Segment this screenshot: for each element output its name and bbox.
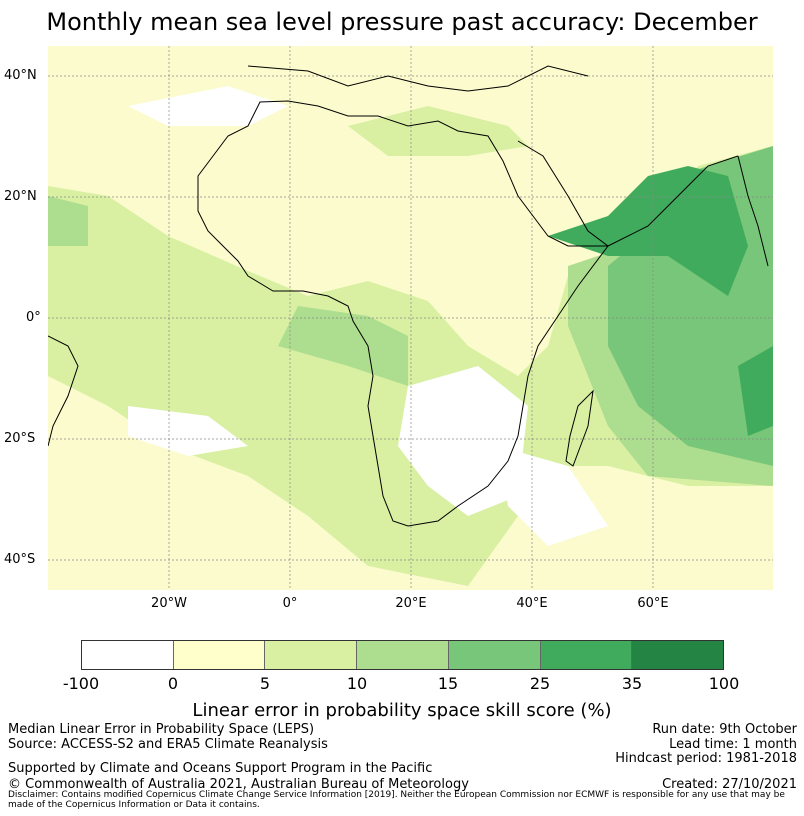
colorbar-segment (357, 641, 449, 669)
footer-leps: Median Linear Error in Probability Space… (8, 722, 315, 737)
colorbar-tick: 100 (708, 674, 740, 693)
colorbar-segment (632, 641, 724, 669)
lon-label-60e: 60°E (637, 596, 669, 611)
map-title: Monthly mean sea level pressure past acc… (46, 8, 758, 36)
colorbar-label: Linear error in probability space skill … (192, 700, 612, 721)
disclaimer: Disclaimer: Contains modified Copernicus… (8, 790, 785, 810)
footer-created: Created: 27/10/2021 (662, 777, 797, 792)
lat-label-20s: 20°S (4, 431, 36, 446)
gridlines (48, 46, 773, 590)
coastlines (48, 65, 769, 527)
colorbar-segment (82, 641, 174, 669)
map-canvas (48, 46, 773, 590)
footer-copyright: © Commonwealth of Australia 2021, Austra… (8, 777, 469, 792)
colorbar-segment (540, 641, 633, 669)
footer-lead-time: Lead time: 1 month (669, 737, 797, 752)
lat-label-40s: 40°S (4, 552, 36, 567)
colorbar-tick: 35 (621, 674, 643, 693)
skill-shading (48, 86, 773, 586)
colorbar-segment (265, 641, 358, 669)
footer-run-date: Run date: 9th October (652, 722, 797, 737)
colorbar-tick: 25 (529, 674, 551, 693)
lat-label-20n: 20°N (4, 189, 37, 204)
skill-score-map (48, 46, 773, 590)
colorbar-segment (173, 641, 266, 669)
lon-label-0: 0° (282, 596, 298, 611)
colorbar-tick: 15 (437, 674, 459, 693)
lon-label-20e: 20°E (395, 596, 427, 611)
footer-support: Supported by Climate and Oceans Support … (8, 761, 433, 776)
lon-label-20w: 20°W (151, 596, 187, 611)
lon-label-40e: 40°E (516, 596, 548, 611)
colorbar-segment (448, 641, 541, 669)
colorbar-tick: 0 (167, 674, 179, 693)
footer-hindcast: Hindcast period: 1981-2018 (615, 751, 797, 766)
footer-source: Source: ACCESS-S2 and ERA5 Climate Reana… (8, 737, 328, 752)
lat-label-0: 0° (26, 310, 41, 325)
colorbar-tick: 10 (346, 674, 368, 693)
colorbar (81, 640, 724, 670)
lat-label-40n: 40°N (4, 68, 37, 83)
colorbar-tick: 5 (259, 674, 271, 693)
colorbar-tick: -100 (62, 674, 100, 693)
